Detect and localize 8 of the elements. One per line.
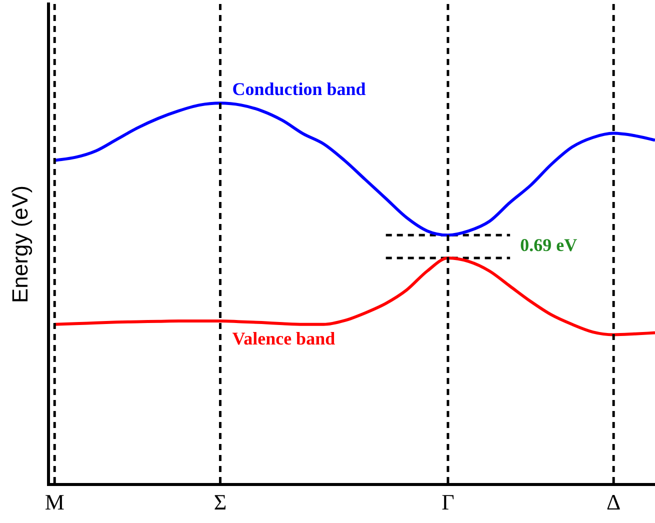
x-tick-label: M <box>44 490 64 515</box>
series-label: Conduction band <box>232 78 366 99</box>
annotation: 0.69 eV <box>520 235 578 256</box>
x-tick-label: Δ <box>606 490 621 515</box>
x-tick-label: Γ <box>442 490 455 515</box>
x-tick-label: Σ <box>214 490 227 515</box>
y-axis-title: Energy (eV) <box>7 186 32 303</box>
series-label: Valence band <box>232 328 336 349</box>
